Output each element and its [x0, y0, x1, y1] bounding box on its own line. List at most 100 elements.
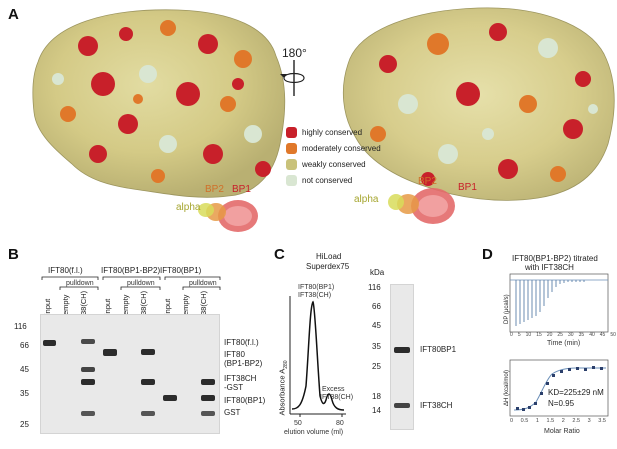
legend-swatch-weakly	[286, 158, 297, 170]
surface-right	[343, 7, 615, 201]
sec-ylabel-sub: 280	[283, 360, 289, 369]
sec-column-line1: HiLoad	[316, 252, 342, 261]
panel-label-d: D	[482, 246, 493, 263]
gel-c-label-ift38ch: IFT38CH	[420, 401, 453, 410]
gel-b-lane-7: input	[163, 298, 172, 315]
sec-ylabel: Absorbance A280	[278, 360, 290, 415]
gel-b-marker-66: 66	[20, 341, 29, 350]
sec-excess-label-1: Excess	[322, 386, 345, 393]
gel-b-band	[201, 379, 215, 385]
itc-top-xtick: 45	[599, 332, 606, 338]
gel-b-group-2: IFT80(BP1-BP2)	[101, 266, 161, 275]
sec-xlabel: elution volume (ml)	[284, 429, 344, 436]
itc-top-xtick: 0	[510, 332, 513, 338]
itc-data-points	[516, 366, 603, 411]
legend-item-weakly: weakly conserved	[286, 156, 381, 172]
legend-swatch-moderately	[286, 142, 297, 154]
surface-right-patches	[370, 23, 598, 186]
itc-top-xtick: 10	[525, 332, 532, 338]
legend-item-not: not conserved	[286, 172, 381, 188]
sec-column-line2: Superdex75	[306, 262, 350, 271]
ribbon-inset-right	[388, 188, 455, 224]
itc-binding-isotherm	[509, 359, 609, 417]
gel-b-label-gst-fusion: -GST	[224, 383, 244, 392]
gel-b-label-ift80-bp1: IFT80(BP1)	[224, 396, 266, 405]
gel-c-marker-18: 18	[372, 392, 381, 401]
itc-injection-peaks	[515, 280, 585, 326]
rotation-icon	[280, 60, 305, 96]
gel-c-marker-14: 14	[372, 406, 381, 415]
itc-title-line2: with IFT38CH	[525, 263, 574, 272]
legend-swatch-highly	[286, 126, 297, 138]
gel-b-pulldown-2: pulldown	[127, 280, 155, 287]
gel-b-band	[163, 395, 177, 401]
rotation-label: 180°	[282, 46, 307, 60]
itc-top-xtick: 15	[536, 332, 542, 338]
gel-b-band	[201, 411, 215, 416]
gel-b-group-3: IFT80(BP1)	[160, 266, 202, 275]
itc-bottom-xlabel: Molar Ratio	[544, 428, 580, 435]
gel-c-marker-25: 25	[372, 362, 381, 371]
legend-label-moderately: moderately conserved	[302, 143, 381, 153]
gel-b-lane-3: 38(CH)	[79, 290, 88, 315]
itc-top-xticks: 0 5 10 15 20 25 30 35 40 45 50	[510, 332, 616, 338]
gel-b-lane-9: 38(CH)	[199, 290, 208, 315]
itc-raw-thermogram	[509, 273, 609, 333]
itc-top-xtick: 30	[568, 332, 574, 338]
legend-item-moderately: moderately conserved	[286, 140, 381, 156]
panel-label-c: C	[274, 246, 285, 263]
gel-b-lane-4: input	[103, 298, 112, 315]
protein-surface-figure	[32, 7, 615, 232]
itc-bottom-xticks: 0 0.5 1 1.5 2 2.5 3 3.5	[510, 418, 606, 424]
gel-b-marker-35: 35	[20, 389, 29, 398]
itc-bottom-xtick: 2	[561, 418, 565, 424]
sec-xtick-80: 80	[336, 420, 344, 427]
gel-c-kda: kDa	[370, 268, 385, 277]
gel-b-pulldown-3: pulldown	[189, 280, 217, 287]
gel-b-marker-25: 25	[20, 420, 29, 429]
gel-b-label-gst: GST	[224, 408, 241, 417]
gel-b-band	[141, 411, 155, 416]
gel-b-band	[103, 349, 117, 356]
gel-b-pulldown-1: pulldown	[66, 280, 94, 287]
gel-c	[390, 284, 414, 430]
gel-c-band-ift80bp1	[394, 347, 410, 353]
itc-bottom-xtick: 3.5	[598, 418, 606, 424]
surface-left-patches	[52, 20, 271, 183]
itc-bottom-ylabel: ΔH (kcal/mol)	[504, 369, 510, 406]
itc-bottom-xtick: 2.5	[572, 418, 581, 424]
gel-b-label-bp1-bp2: (BP1-BP2)	[224, 359, 263, 368]
itc-kd-value: KD=225±29 nM	[548, 388, 604, 397]
itc-title-line1: IFT80(BP1-BP2) titrated	[512, 254, 598, 263]
gel-b-lane-5: empty	[121, 294, 130, 315]
gel-b-group-1: IFT80(f.l.)	[48, 266, 83, 275]
legend-label-highly: highly conserved	[302, 127, 363, 137]
gel-b-lane-1: input	[43, 298, 52, 315]
panel-label-b: B	[8, 246, 19, 263]
sec-trace-line	[291, 300, 345, 411]
gel-b-band	[81, 367, 95, 372]
itc-top-ylabel: DP (μcal/s)	[504, 294, 510, 324]
conservation-legend: highly conserved moderately conserved we…	[286, 124, 381, 188]
panel-label-a: A	[8, 6, 19, 23]
itc-top-xtick: 50	[610, 332, 616, 338]
gel-b-band	[81, 339, 95, 344]
gel-b-marker-45: 45	[20, 365, 29, 374]
sec-excess-label-2: IFT38(CH)	[320, 394, 354, 401]
inset-left-bp2: BP2	[205, 184, 224, 195]
itc-bottom-xtick: 0.5	[520, 418, 529, 424]
gel-c-marker-116: 116	[368, 283, 381, 292]
gel-b-band	[141, 379, 155, 385]
gel-b-band	[201, 395, 215, 401]
gel-b-band	[141, 349, 155, 355]
ribbon-inset-left	[198, 200, 258, 232]
legend-label-not: not conserved	[302, 175, 353, 185]
inset-right-bp1: BP1	[458, 182, 477, 193]
gel-b-label-ift38ch: IFT38CH	[224, 374, 257, 383]
gel-c-marker-66: 66	[372, 302, 381, 311]
itc-bottom-xtick: 1	[535, 418, 539, 424]
gel-b	[40, 314, 220, 434]
gel-b-lane-2: empty	[61, 294, 70, 315]
gel-c-label-ift80bp1: IFT80BP1	[420, 345, 457, 354]
sec-peak-label-2: IFT38(CH)	[298, 292, 332, 299]
